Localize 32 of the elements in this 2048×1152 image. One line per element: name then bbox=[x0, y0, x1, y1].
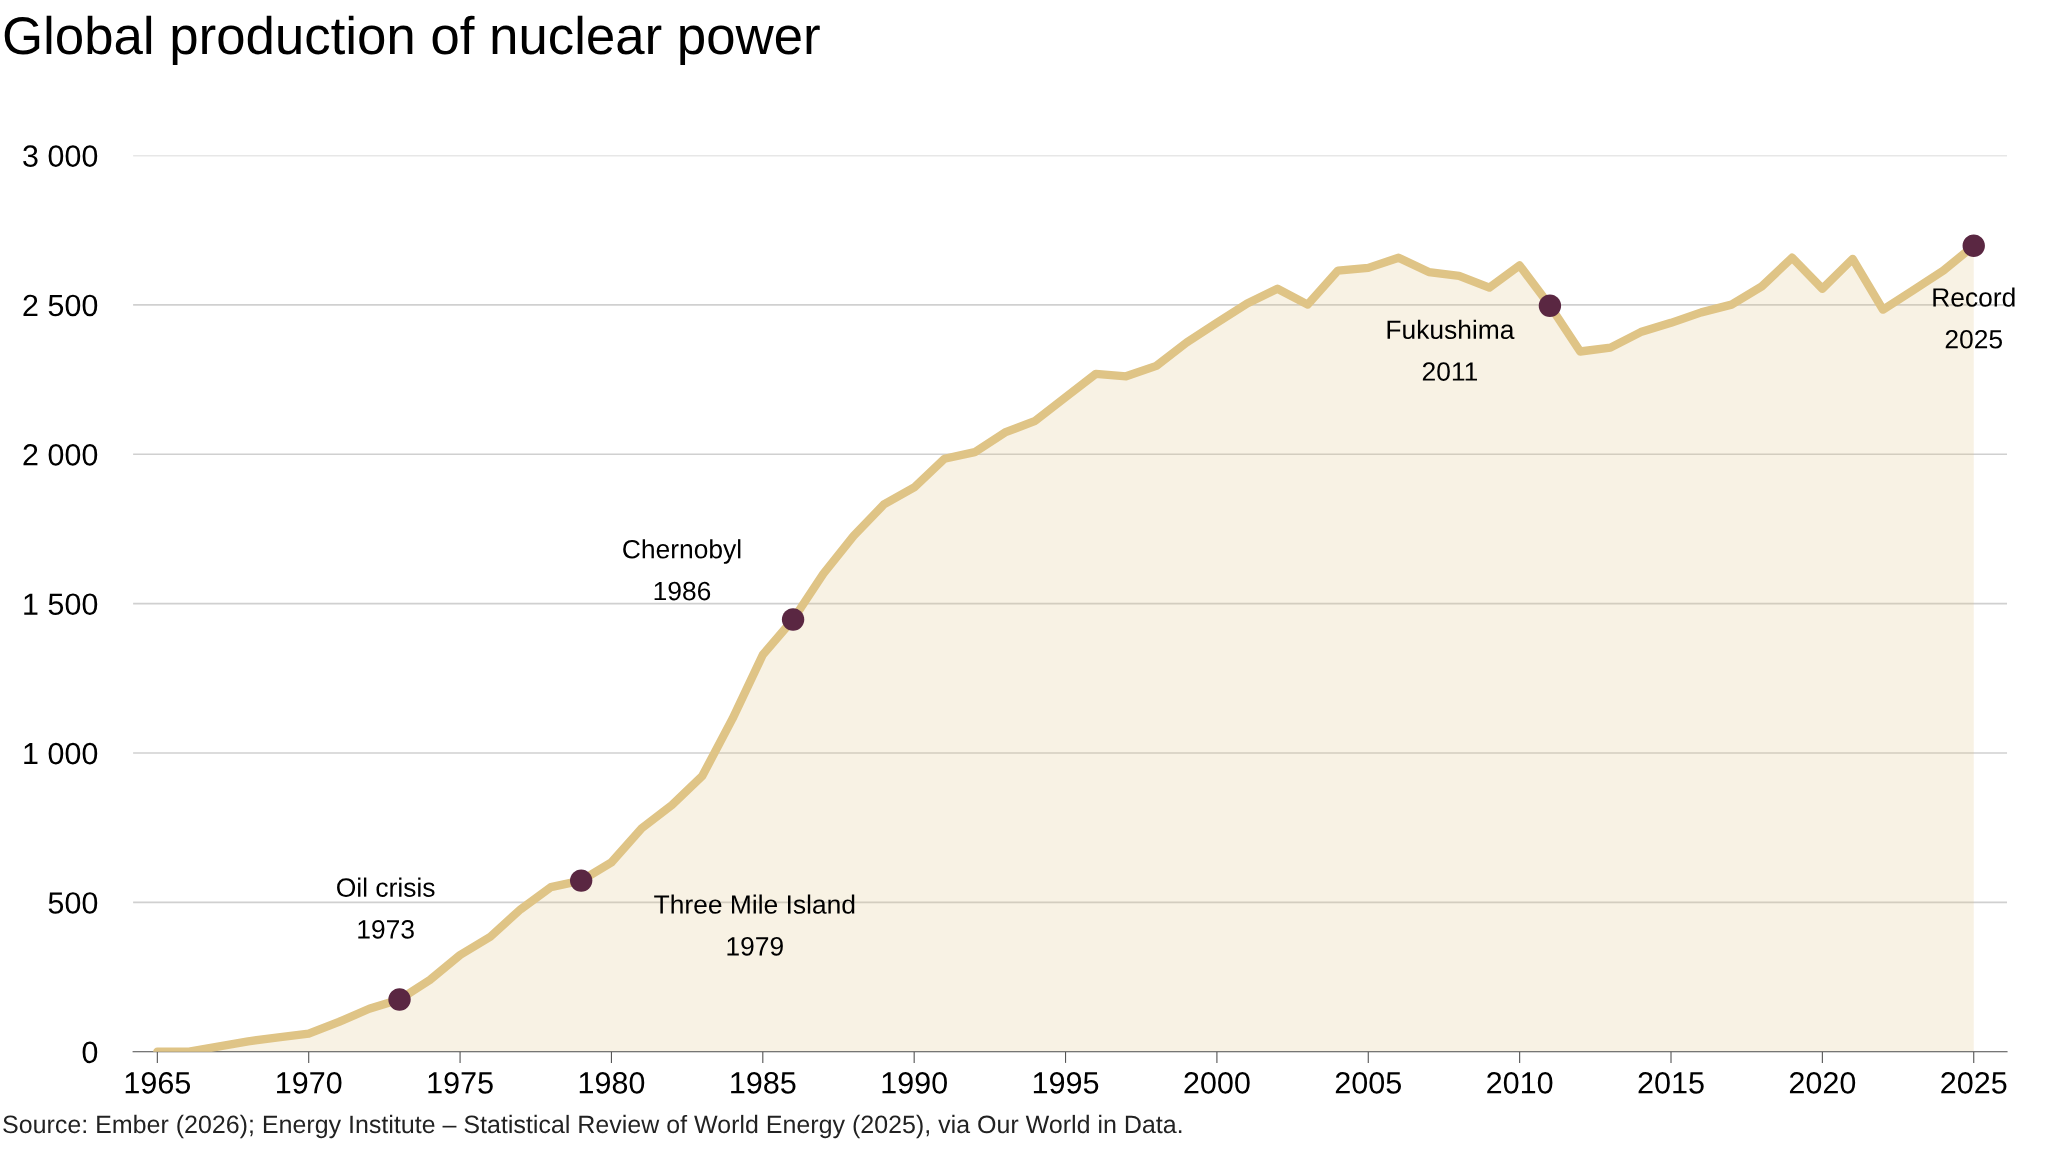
x-tick-label: 1995 bbox=[1033, 1072, 1099, 1094]
y-tick-label: 2 000 bbox=[23, 444, 98, 466]
x-tick-label: 2005 bbox=[1335, 1072, 1401, 1094]
point bbox=[781, 608, 805, 631]
y-tick-label: 0 bbox=[82, 1041, 98, 1064]
x-tick-label: 2020 bbox=[1789, 1072, 1856, 1094]
annotation: Oil crisis 1973 bbox=[337, 877, 435, 939]
point bbox=[569, 869, 593, 892]
annotation: Record 2025 bbox=[1933, 287, 2015, 349]
y-tick-label: 3 000 bbox=[23, 145, 98, 167]
point bbox=[388, 988, 411, 1011]
chart-title: Global production of nuclear power bbox=[4, 15, 820, 65]
x-tick-label: 1990 bbox=[882, 1072, 947, 1094]
y-tick-label: 500 bbox=[48, 892, 98, 914]
x-tick-label: 2010 bbox=[1487, 1072, 1553, 1094]
x-tick-label: 1965 bbox=[125, 1072, 191, 1094]
x-tick-label: 1970 bbox=[277, 1072, 342, 1094]
annotation: Fukushima 2011 bbox=[1387, 319, 1515, 381]
y-tick-label: 2 500 bbox=[23, 294, 98, 317]
x-tick-label: 2025 bbox=[1941, 1072, 2007, 1094]
x-tick-label: 1985 bbox=[731, 1072, 796, 1094]
x-tick-label: 2015 bbox=[1638, 1072, 1704, 1094]
annotation: Three Mile Island 1979 bbox=[654, 894, 855, 956]
x-tick-label: 1980 bbox=[579, 1072, 645, 1094]
point bbox=[1538, 294, 1562, 317]
x-tick-label: 1975 bbox=[428, 1072, 493, 1094]
point bbox=[1962, 234, 1985, 257]
annotation: Chernobyl 1986 bbox=[623, 539, 741, 601]
source-note: Source: Ember (2026); Energy Institute – Statistical Review of World Energy (2025), via Our World in Data. bbox=[3, 1114, 1182, 1139]
x-tick-label: 2000 bbox=[1184, 1072, 1250, 1094]
y-tick-label: 1 500 bbox=[24, 593, 98, 616]
y-tick-label: 1 000 bbox=[24, 742, 98, 765]
